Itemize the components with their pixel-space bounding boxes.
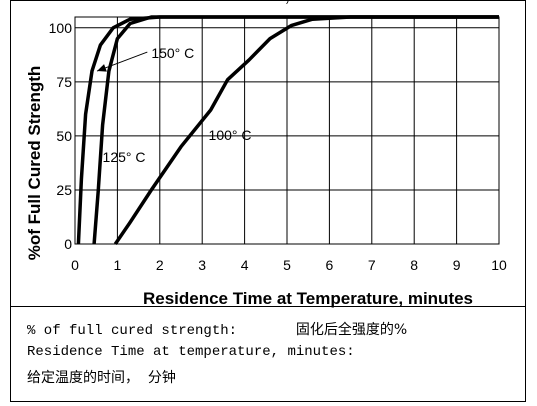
x-tick-label: 8 — [410, 257, 418, 273]
caption-line-3: 给定温度的时间， 分钟 — [27, 370, 176, 386]
x-tick-label: 10 — [491, 257, 507, 273]
y-tick-label: 75 — [56, 74, 72, 90]
series-annotation: 125° C — [103, 149, 146, 165]
caption-line-1: % of full cured strength: 固化后全强度的% — [27, 319, 407, 339]
series-line — [92, 15, 499, 245]
x-tick-label: 5 — [283, 257, 291, 273]
caption-line-2: Residence Time at temperature, minutes: — [27, 344, 355, 360]
x-tick-label: 4 — [241, 257, 249, 273]
y-tick-label: 25 — [56, 182, 72, 198]
caption-line-1-en: % of full cured strength: — [27, 323, 296, 339]
y-axis-label: %of Full Cured Strength — [25, 66, 44, 261]
x-tick-label: 6 — [326, 257, 334, 273]
x-tick-label: 7 — [368, 257, 376, 273]
annotation-arrowhead — [97, 64, 107, 72]
x-tick-labels: 0 1 2 3 4 5 6 7 8 9 10 — [71, 257, 507, 273]
series-annotation: 150° C — [151, 45, 194, 61]
y-tick-labels: 0 25 50 75 100 — [49, 20, 73, 252]
series-line — [76, 15, 499, 245]
x-tick-label: 0 — [71, 257, 79, 273]
series-annotation: 100° C — [209, 127, 252, 143]
x-tick-label: 9 — [453, 257, 461, 273]
chart-frame — [10, 0, 526, 307]
y-tick-label: 100 — [49, 20, 73, 36]
series-lines — [76, 15, 499, 245]
x-tick-label: 3 — [198, 257, 206, 273]
x-tick-label: 2 — [156, 257, 164, 273]
annotations: 150° C 125° C 100° C — [96, 45, 252, 165]
top-fragment-label: ) — [286, 0, 289, 5]
x-tick-label: 1 — [114, 257, 122, 273]
series-line — [113, 15, 499, 245]
y-tick-label: 0 — [64, 236, 72, 252]
plot-area — [74, 16, 500, 245]
x-axis-label: Residence Time at Temperature, minutes — [143, 289, 473, 308]
caption-line-1-cn: 固化后全强度的% — [295, 322, 408, 338]
y-tick-label: 50 — [56, 128, 72, 144]
caption-frame — [10, 306, 526, 402]
